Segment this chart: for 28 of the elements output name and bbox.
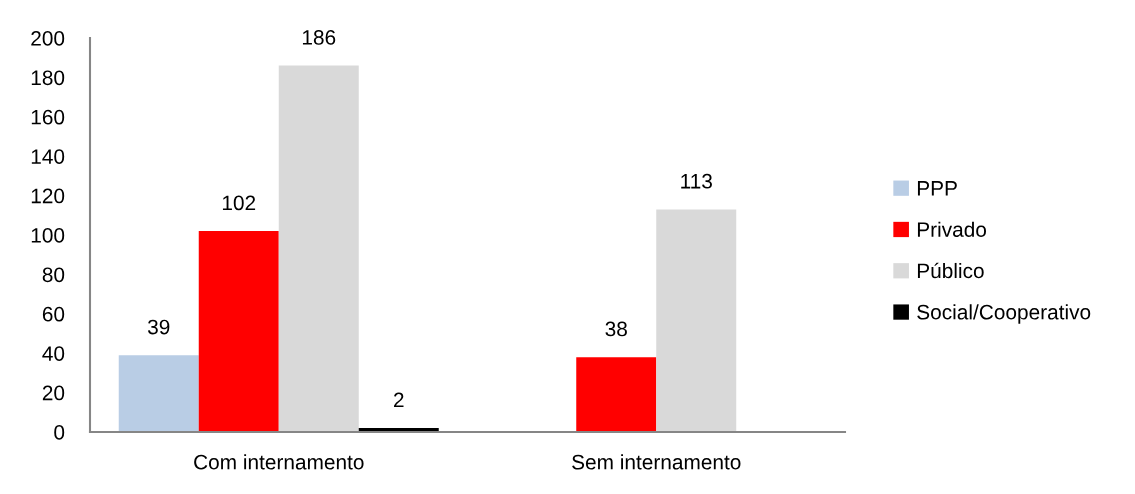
data-label: 39 <box>147 319 170 335</box>
bar <box>198 231 279 432</box>
data-label: 102 <box>222 195 256 211</box>
y-tick-label: 20 <box>42 385 65 401</box>
data-label: 186 <box>302 30 336 45</box>
legend-label: Privado <box>917 221 987 237</box>
y-tick-label: 160 <box>31 109 65 125</box>
x-tick-label: Com internamento <box>194 454 364 470</box>
bar <box>576 357 657 432</box>
y-tick-label: 100 <box>31 228 65 243</box>
y-tick-label: 40 <box>42 346 65 361</box>
y-tick-label: 180 <box>31 70 65 86</box>
y-tick-label: 200 <box>31 31 65 46</box>
bar <box>656 209 737 432</box>
y-tick-label: 140 <box>31 149 65 164</box>
y-tick-label: 120 <box>31 188 65 204</box>
bar <box>278 65 359 432</box>
x-tick-label: Sem internamento <box>572 454 741 470</box>
bar <box>118 355 199 432</box>
y-tick-label: 80 <box>42 267 65 283</box>
y-tick-label: 0 <box>54 425 65 440</box>
legend-label: Público <box>917 262 984 279</box>
data-label: 2 <box>394 392 404 408</box>
y-tick-label: 60 <box>42 306 65 322</box>
legend-label: Social/Cooperativo <box>917 304 1091 324</box>
data-label: 113 <box>681 173 712 189</box>
data-label: 38 <box>605 321 627 337</box>
legend-label: PPP <box>917 181 957 196</box>
